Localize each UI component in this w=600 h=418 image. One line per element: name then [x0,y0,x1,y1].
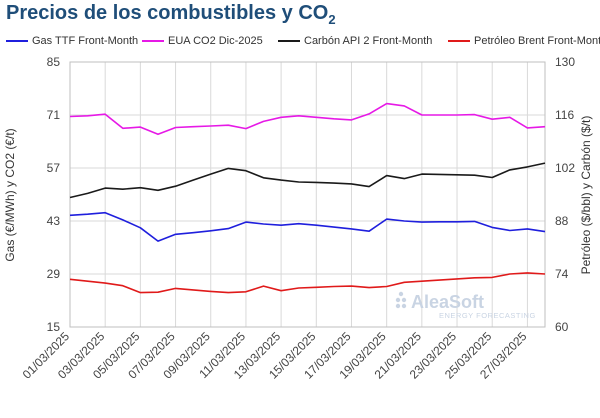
right-tick-label: 60 [555,320,569,334]
left-axis-title: Gas (€/MWh) y CO2 (€/t) [3,128,17,261]
plot-border [69,61,546,328]
chart-title-subscript: 2 [328,12,336,27]
left-tick-label: 43 [47,214,61,228]
right-tick-label: 88 [555,214,569,228]
series-line [69,102,546,136]
legend-swatch [6,40,28,43]
legend-label: Petróleo Brent Front-Month [474,35,600,47]
legend-swatch [142,40,164,43]
legend-item: Gas TTF Front-Month [6,35,138,47]
left-tick-label: 57 [47,161,61,175]
legend-label: Gas TTF Front-Month [32,35,139,47]
left-tick-label: 29 [47,267,61,281]
right-tick-label: 74 [555,267,569,281]
chart-title: Precios de los combustibles y CO2 [6,2,336,27]
plot-frame [69,61,546,328]
left-tick-label: 15 [47,320,61,334]
chart-title-main: Precios de los combustibles y CO [6,2,329,24]
watermark-tagline: ENERGY FORECASTING [439,311,536,320]
aleasoft-watermark: AleaSoft ENERGY FORECASTING [395,291,536,320]
right-tick-label: 102 [555,161,575,175]
series-line [69,272,546,294]
legend-label: Carbón API 2 Front-Month [304,35,433,47]
series-line [69,211,546,242]
legend-label: EUA CO2 Dic-2025 [168,35,263,47]
legend-item: Petróleo Brent Front-Month [448,35,600,47]
legend-item: Carbón API 2 Front-Month [278,35,432,47]
legend-swatch [278,40,300,43]
right-tick-label: 116 [555,108,574,122]
series-lines [69,102,546,294]
left-axis-ticks: 15 29 43 57 71 85 [47,55,61,334]
right-axis-title: Petróleo ($/bbl) y Carbón ($/t) [579,116,593,275]
chart-legend: Gas TTF Front-Month EUA CO2 Dic-2025 Carbó… [6,35,600,51]
right-tick-label: 130 [555,55,575,69]
right-axis-ticks: 60 74 88 102 116 130 [555,55,575,334]
aleasoft-logo-icon [395,291,407,309]
left-tick-label: 85 [47,55,61,69]
legend-swatch [448,40,470,43]
legend-item: EUA CO2 Dic-2025 [142,35,263,47]
x-axis-ticks: 01/03/202503/03/202505/03/202507/03/2025… [20,329,530,382]
left-tick-label: 71 [47,108,61,122]
watermark-brand: AleaSoft [411,292,484,312]
series-line [69,162,546,199]
